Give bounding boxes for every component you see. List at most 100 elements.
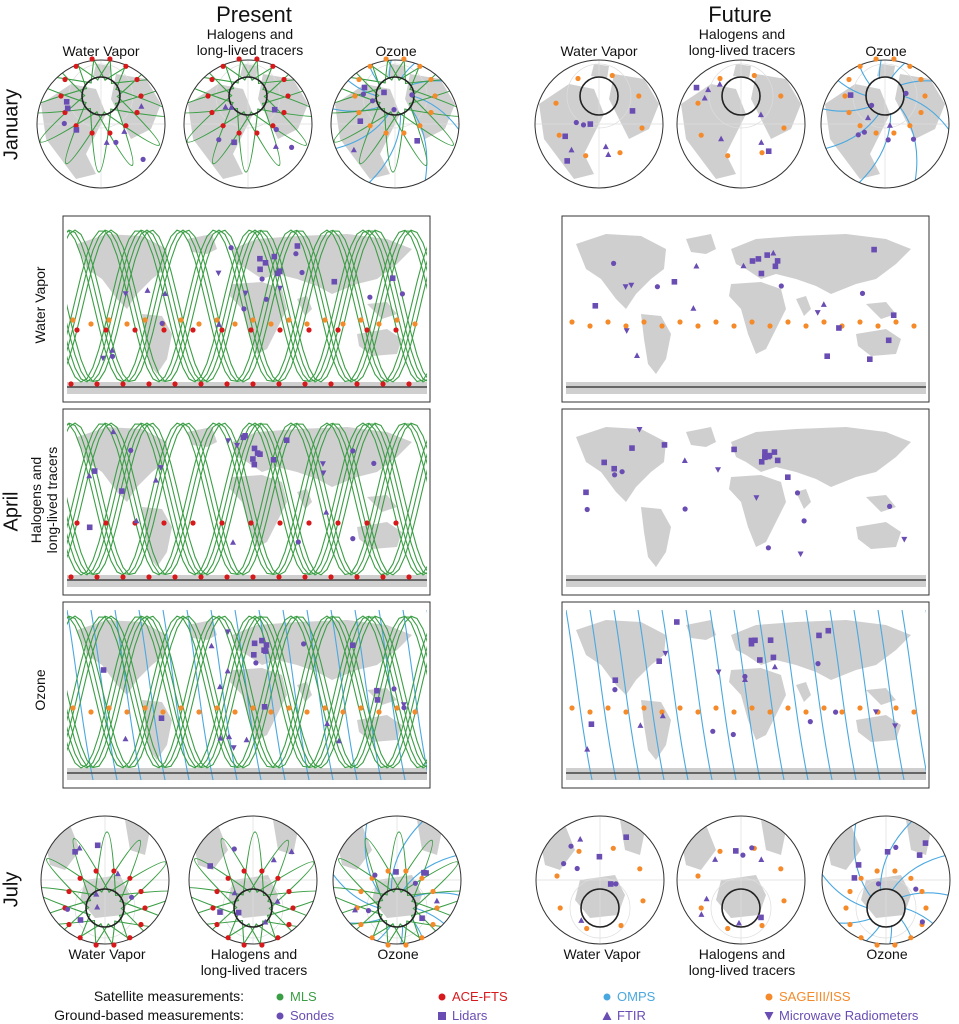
polar-point: [270, 63, 276, 69]
ground-site: [100, 667, 107, 673]
sage-point: [412, 321, 418, 327]
polar-jul-future-hal: [676, 815, 806, 945]
polar-jul-future-oz: [821, 815, 951, 945]
ace-fts-point: [68, 381, 74, 387]
ground-site: [871, 246, 877, 253]
polar-point: [553, 100, 559, 106]
ground-site: [884, 849, 891, 855]
sage-point: [196, 321, 202, 327]
ace-fts-point: [250, 574, 256, 580]
microwave-triangle-down-icon: [764, 1011, 774, 1020]
sage-point: [250, 317, 256, 323]
ground-site: [414, 138, 420, 144]
ground-site: [259, 637, 265, 644]
ground-site: [903, 90, 909, 96]
polar-point: [123, 63, 129, 69]
ground-site: [158, 715, 165, 721]
ground-site: [289, 144, 295, 150]
ground-site: [774, 258, 781, 264]
ground-site: [815, 661, 821, 667]
polar-point: [286, 888, 292, 895]
ace-fts-point: [354, 574, 360, 580]
polar-point: [417, 63, 423, 69]
ace-fts-point: [224, 574, 230, 580]
legend-item-ace-fts: ACE-FTS: [437, 989, 508, 1004]
orbit-track: [371, 925, 404, 944]
sage-point: [106, 705, 112, 711]
ground-site: [271, 106, 278, 113]
polar-point: [383, 130, 389, 136]
ground-site: [847, 92, 854, 98]
orbit-track: [67, 229, 427, 383]
ground-site: [710, 728, 716, 734]
jul-future-oz-title: Ozone: [866, 946, 908, 962]
ground-site: [350, 448, 356, 454]
sage-point: [821, 319, 827, 325]
sage-point: [160, 709, 166, 715]
sage-point: [232, 709, 238, 715]
polar-point: [107, 130, 113, 136]
polar-jan-present-hal: [183, 59, 313, 189]
ground-site: [859, 290, 866, 296]
orbit-track: [900, 918, 919, 944]
map-future-april-water-vapor: [561, 215, 930, 403]
ground-site: [623, 834, 629, 840]
ground-site: [401, 705, 407, 711]
ground-site: [361, 84, 368, 91]
ground-site: [778, 283, 784, 289]
polar-point: [138, 888, 144, 895]
ground-site: [613, 881, 619, 887]
ground-site: [661, 442, 668, 448]
sage-point: [250, 705, 256, 711]
polar-point: [637, 866, 643, 872]
polar-point: [111, 942, 117, 948]
ace-fts-point: [276, 574, 282, 580]
sage-point: [641, 705, 647, 711]
sage-point: [304, 709, 310, 715]
polar-point: [138, 921, 144, 928]
ace-fts-point: [306, 520, 312, 526]
ground-site: [887, 503, 893, 509]
ground-site: [128, 447, 134, 453]
polar-point: [93, 868, 99, 874]
legend-item-lidars: Lidars: [437, 1008, 487, 1023]
ground-site: [240, 434, 247, 441]
polar-point: [275, 935, 281, 941]
orbit-track: [210, 610, 238, 780]
sage-point: [124, 321, 130, 327]
ground-site: [372, 872, 378, 878]
polar-point: [857, 123, 863, 129]
ground-site: [235, 909, 242, 916]
polar-point: [908, 935, 914, 941]
polar-point: [434, 905, 440, 911]
present-title: Present: [216, 2, 292, 27]
ground-site: [674, 619, 680, 625]
orbit-track: [138, 610, 166, 780]
ace-fts-point: [393, 520, 399, 526]
polar-point: [214, 888, 220, 895]
ground-site: [740, 852, 746, 858]
polar-point: [89, 130, 95, 136]
orbit-track: [852, 60, 871, 86]
orbit-track: [613, 610, 641, 780]
ground-site: [893, 844, 899, 850]
polar-point: [419, 875, 425, 881]
legend-item-mls: MLS: [275, 989, 317, 1004]
polar-point: [575, 75, 581, 82]
sage-point: [178, 317, 184, 323]
sage-point: [875, 323, 881, 329]
polar-point: [874, 942, 880, 948]
ground-site: [365, 908, 372, 914]
ground-site: [399, 291, 405, 297]
ground-site: [807, 719, 813, 725]
ground-site: [73, 127, 80, 133]
jan-future-wv-title: Water Vapor: [560, 43, 638, 59]
ace-fts-point: [302, 574, 308, 580]
polar-jul-future-wv: [535, 815, 665, 945]
orbit-track: [67, 229, 427, 383]
sage-point: [304, 321, 310, 327]
orbit-track: [67, 229, 427, 383]
ground-site: [611, 260, 617, 266]
polar-point: [698, 132, 704, 138]
ground-site: [855, 132, 861, 138]
